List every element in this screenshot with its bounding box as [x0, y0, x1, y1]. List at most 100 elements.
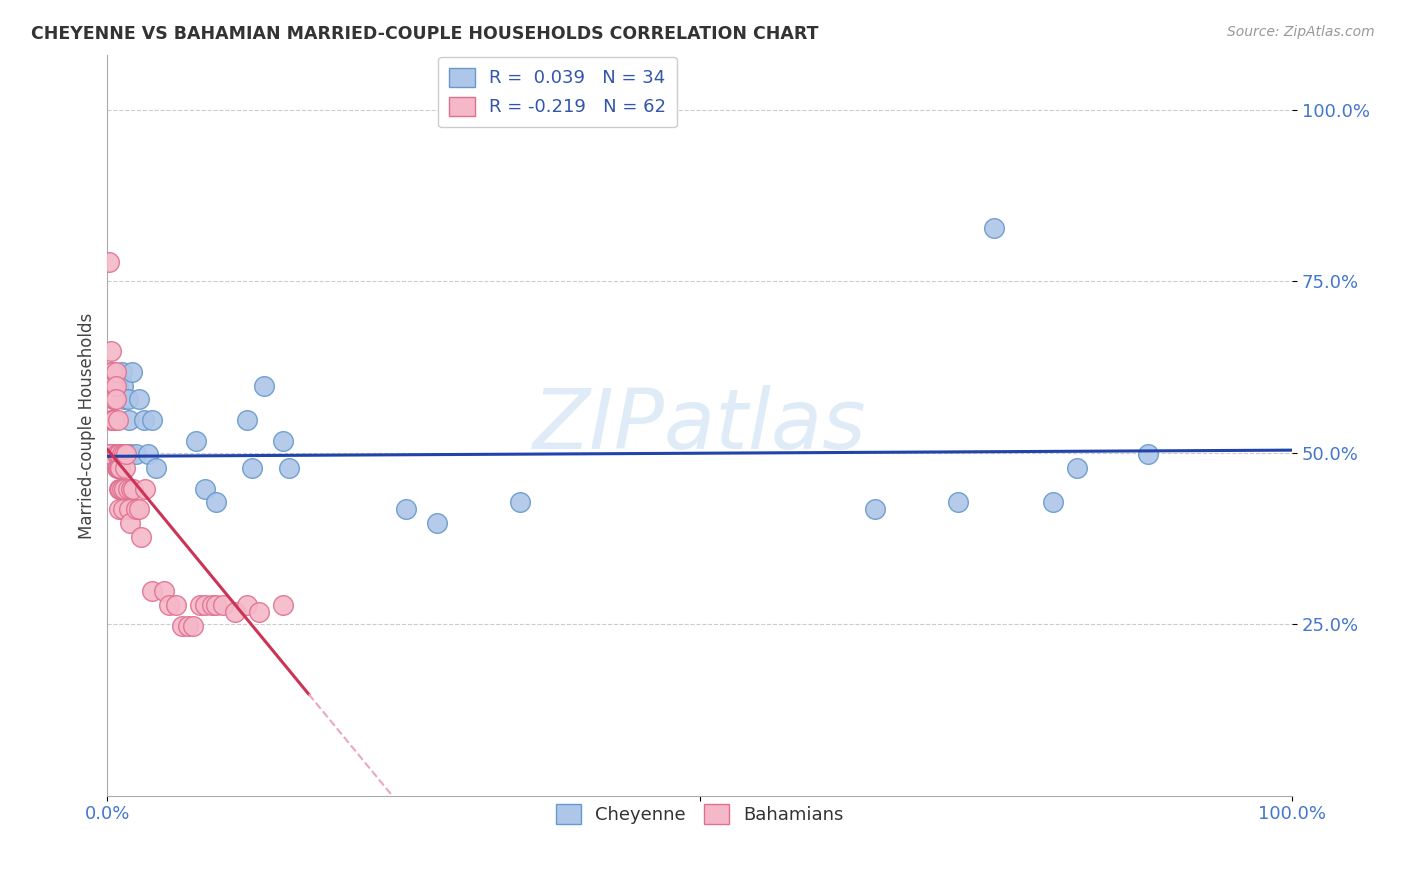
Point [236, 413, 259, 427]
Point [115, 447, 138, 461]
Point [111, 502, 134, 516]
Point [118, 502, 141, 516]
Point [111, 378, 134, 392]
Point [108, 447, 131, 461]
Point [153, 584, 176, 599]
Point [110, 482, 132, 496]
Point [114, 461, 136, 475]
Point [107, 461, 129, 475]
Point [253, 378, 276, 392]
Point [117, 392, 139, 407]
Point [103, 392, 125, 407]
Point [863, 502, 886, 516]
Point [181, 618, 204, 632]
Point [103, 392, 125, 407]
Point [1136, 447, 1159, 461]
Point [426, 516, 449, 530]
Point [115, 447, 138, 461]
Text: Source: ZipAtlas.com: Source: ZipAtlas.com [1227, 25, 1375, 39]
Point [128, 392, 150, 407]
Point [105, 447, 128, 461]
Y-axis label: Married-couple Households: Married-couple Households [79, 312, 96, 539]
Point [112, 447, 135, 461]
Point [983, 221, 1005, 235]
Legend: Cheyenne, Bahamians: Cheyenne, Bahamians [548, 797, 851, 831]
Point [395, 502, 418, 516]
Point [132, 413, 155, 427]
Point [107, 378, 129, 392]
Point [118, 516, 141, 530]
Point [101, 378, 124, 392]
Point [201, 598, 224, 612]
Point [107, 413, 129, 427]
Point [103, 392, 125, 407]
Point [100, 378, 122, 392]
Point [205, 598, 228, 612]
Point [212, 598, 235, 612]
Point [141, 584, 163, 599]
Point [108, 461, 131, 475]
Point [105, 447, 128, 461]
Point [104, 392, 127, 407]
Point [100, 365, 122, 379]
Point [110, 461, 132, 475]
Point [101, 365, 124, 379]
Text: ZIPatlas: ZIPatlas [533, 385, 866, 466]
Point [125, 447, 148, 461]
Point [193, 482, 215, 496]
Point [107, 447, 129, 461]
Point [271, 598, 294, 612]
Point [188, 598, 211, 612]
Point [103, 413, 125, 427]
Point [145, 461, 167, 475]
Point [157, 598, 180, 612]
Point [177, 618, 200, 632]
Point [1042, 495, 1064, 509]
Point [112, 392, 135, 407]
Point [165, 598, 187, 612]
Point [117, 482, 139, 496]
Point [110, 447, 132, 461]
Point [108, 482, 131, 496]
Point [122, 482, 145, 496]
Point [103, 413, 125, 427]
Point [236, 598, 259, 612]
Point [100, 413, 122, 427]
Point [112, 482, 135, 496]
Point [101, 447, 124, 461]
Point [103, 378, 125, 392]
Point [104, 365, 127, 379]
Point [186, 434, 208, 448]
Point [128, 502, 150, 516]
Point [97, 255, 120, 269]
Point [277, 461, 299, 475]
Point [193, 598, 215, 612]
Point [125, 502, 148, 516]
Point [108, 447, 131, 461]
Point [129, 530, 152, 544]
Point [110, 482, 132, 496]
Point [110, 365, 132, 379]
Point [121, 365, 143, 379]
Point [118, 413, 141, 427]
Point [141, 413, 163, 427]
Point [105, 461, 128, 475]
Point [224, 605, 246, 619]
Point [271, 434, 294, 448]
Point [134, 482, 156, 496]
Point [205, 495, 228, 509]
Point [108, 502, 131, 516]
Text: CHEYENNE VS BAHAMIAN MARRIED-COUPLE HOUSEHOLDS CORRELATION CHART: CHEYENNE VS BAHAMIAN MARRIED-COUPLE HOUS… [31, 25, 818, 43]
Point [509, 495, 531, 509]
Point [120, 482, 142, 496]
Point [170, 618, 193, 632]
Point [136, 447, 159, 461]
Point [946, 495, 969, 509]
Point [98, 447, 121, 461]
Point [247, 605, 270, 619]
Point [98, 447, 121, 461]
Point [104, 378, 127, 392]
Point [1066, 461, 1088, 475]
Point [118, 447, 141, 461]
Point [240, 461, 263, 475]
